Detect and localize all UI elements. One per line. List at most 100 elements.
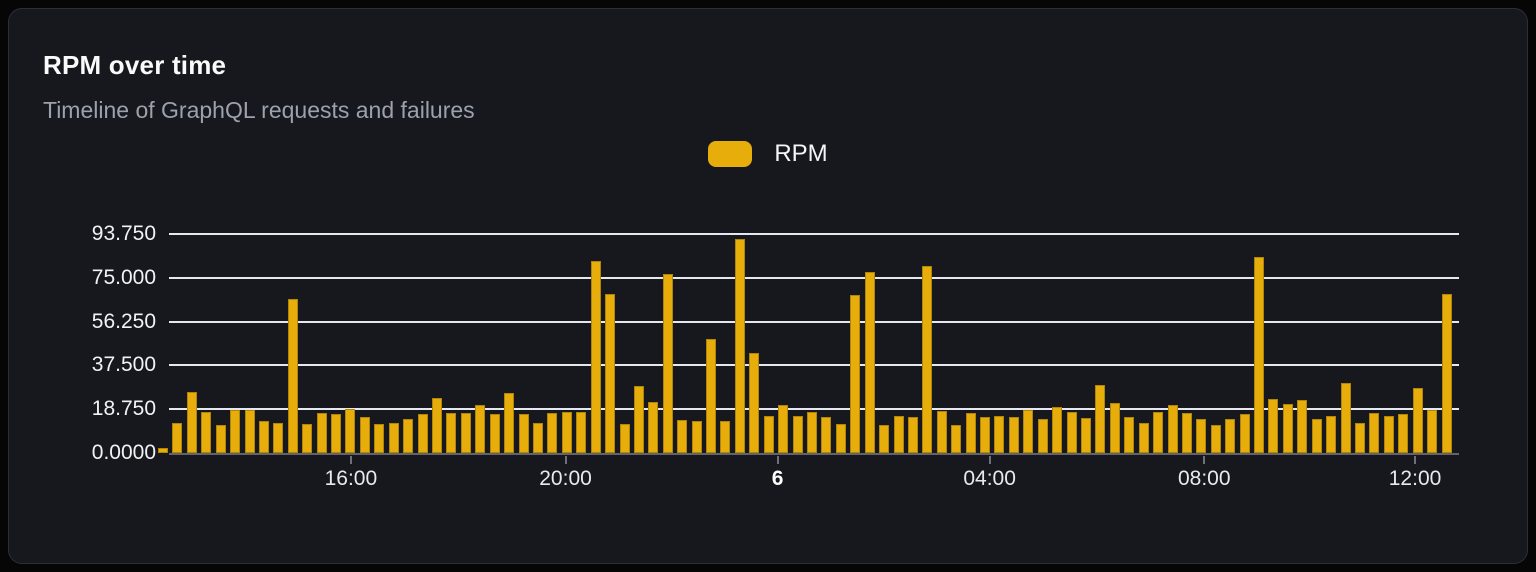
- bar[interactable]: [1268, 399, 1279, 453]
- bar[interactable]: [792, 415, 803, 453]
- bar[interactable]: [1297, 400, 1308, 453]
- bar[interactable]: [215, 424, 226, 453]
- bar[interactable]: [1037, 419, 1048, 453]
- bar[interactable]: [821, 416, 832, 453]
- bar[interactable]: [749, 352, 760, 453]
- bar[interactable]: [446, 413, 457, 453]
- bar[interactable]: [1340, 382, 1351, 453]
- bar[interactable]: [994, 415, 1005, 453]
- bar[interactable]: [201, 412, 212, 453]
- bar[interactable]: [720, 421, 731, 453]
- bar[interactable]: [504, 393, 515, 453]
- bar[interactable]: [1412, 387, 1423, 453]
- bar[interactable]: [273, 422, 284, 453]
- bar[interactable]: [706, 338, 717, 453]
- bar[interactable]: [1153, 412, 1164, 453]
- bar[interactable]: [1239, 414, 1250, 453]
- bar[interactable]: [1023, 409, 1034, 453]
- bar[interactable]: [1081, 417, 1091, 453]
- bar[interactable]: [879, 424, 890, 453]
- bar[interactable]: [1398, 414, 1409, 453]
- bar[interactable]: [691, 421, 702, 453]
- bar[interactable]: [1383, 415, 1394, 453]
- bar[interactable]: [561, 412, 572, 453]
- bar[interactable]: [158, 448, 168, 453]
- bar[interactable]: [489, 414, 500, 453]
- bar[interactable]: [345, 408, 356, 453]
- bar[interactable]: [1355, 422, 1366, 453]
- bar[interactable]: [1254, 256, 1265, 453]
- bar[interactable]: [388, 422, 399, 453]
- bar[interactable]: [302, 423, 313, 453]
- bar[interactable]: [1311, 419, 1322, 453]
- bar[interactable]: [374, 423, 385, 453]
- legend-swatch-icon: [708, 141, 753, 167]
- x-axis-tick: [564, 456, 567, 464]
- bar[interactable]: [590, 261, 601, 453]
- bar[interactable]: [907, 416, 918, 453]
- bar[interactable]: [1282, 403, 1293, 453]
- y-axis-label: 75.000: [91, 265, 156, 289]
- bar[interactable]: [835, 423, 846, 453]
- bar[interactable]: [1138, 422, 1149, 453]
- bar[interactable]: [936, 410, 947, 453]
- bar[interactable]: [287, 298, 298, 453]
- bar[interactable]: [619, 423, 630, 453]
- bar[interactable]: [1167, 405, 1178, 453]
- bar[interactable]: [244, 409, 255, 453]
- bar[interactable]: [763, 415, 774, 453]
- bar[interactable]: [186, 392, 197, 453]
- bar[interactable]: [547, 413, 558, 453]
- x-axis-tick: [1203, 456, 1206, 464]
- bar[interactable]: [893, 415, 904, 453]
- bar[interactable]: [806, 412, 817, 453]
- plot-area: 16:00 20:00 6 04:00 08:00 12:00: [158, 233, 1459, 490]
- bar[interactable]: [532, 422, 543, 453]
- y-axis-label: 93.750: [91, 222, 156, 245]
- bar[interactable]: [1210, 424, 1221, 453]
- bar[interactable]: [316, 413, 327, 453]
- bar[interactable]: [576, 412, 587, 453]
- bar[interactable]: [633, 386, 644, 453]
- legend-item-rpm[interactable]: RPM: [708, 140, 828, 168]
- bar[interactable]: [1124, 416, 1135, 453]
- page-subtitle: Timeline of GraphQL requests and failure…: [43, 97, 475, 123]
- bar[interactable]: [1066, 412, 1077, 453]
- bar[interactable]: [1109, 402, 1120, 453]
- bar[interactable]: [475, 405, 486, 453]
- bar[interactable]: [331, 414, 342, 453]
- bar[interactable]: [734, 239, 745, 453]
- bar[interactable]: [662, 274, 673, 453]
- bar[interactable]: [922, 266, 933, 453]
- bar[interactable]: [1181, 413, 1192, 453]
- bar[interactable]: [677, 420, 688, 453]
- bar[interactable]: [605, 294, 616, 453]
- bar[interactable]: [432, 398, 443, 453]
- bar[interactable]: [359, 416, 370, 453]
- gridline: [169, 364, 1459, 367]
- bar[interactable]: [403, 419, 414, 453]
- bar[interactable]: [172, 422, 183, 453]
- bar[interactable]: [1008, 416, 1019, 453]
- bar[interactable]: [258, 421, 269, 453]
- bar[interactable]: [965, 413, 976, 453]
- bar[interactable]: [1369, 413, 1380, 453]
- x-axis-label: 12:00: [1388, 467, 1442, 490]
- bar[interactable]: [850, 295, 861, 453]
- bar[interactable]: [864, 271, 875, 453]
- bar[interactable]: [460, 413, 471, 453]
- bar[interactable]: [1441, 294, 1452, 453]
- bar[interactable]: [230, 409, 241, 453]
- bar[interactable]: [1095, 385, 1106, 453]
- bar[interactable]: [778, 405, 789, 453]
- bar[interactable]: [1225, 419, 1236, 453]
- bar[interactable]: [1052, 407, 1063, 453]
- bar[interactable]: [980, 416, 991, 453]
- bar[interactable]: [1196, 419, 1207, 453]
- bar[interactable]: [417, 414, 428, 453]
- bar[interactable]: [951, 424, 962, 453]
- bar[interactable]: [1326, 415, 1337, 453]
- bar[interactable]: [1427, 409, 1438, 453]
- bar[interactable]: [648, 401, 659, 453]
- bar[interactable]: [518, 414, 529, 453]
